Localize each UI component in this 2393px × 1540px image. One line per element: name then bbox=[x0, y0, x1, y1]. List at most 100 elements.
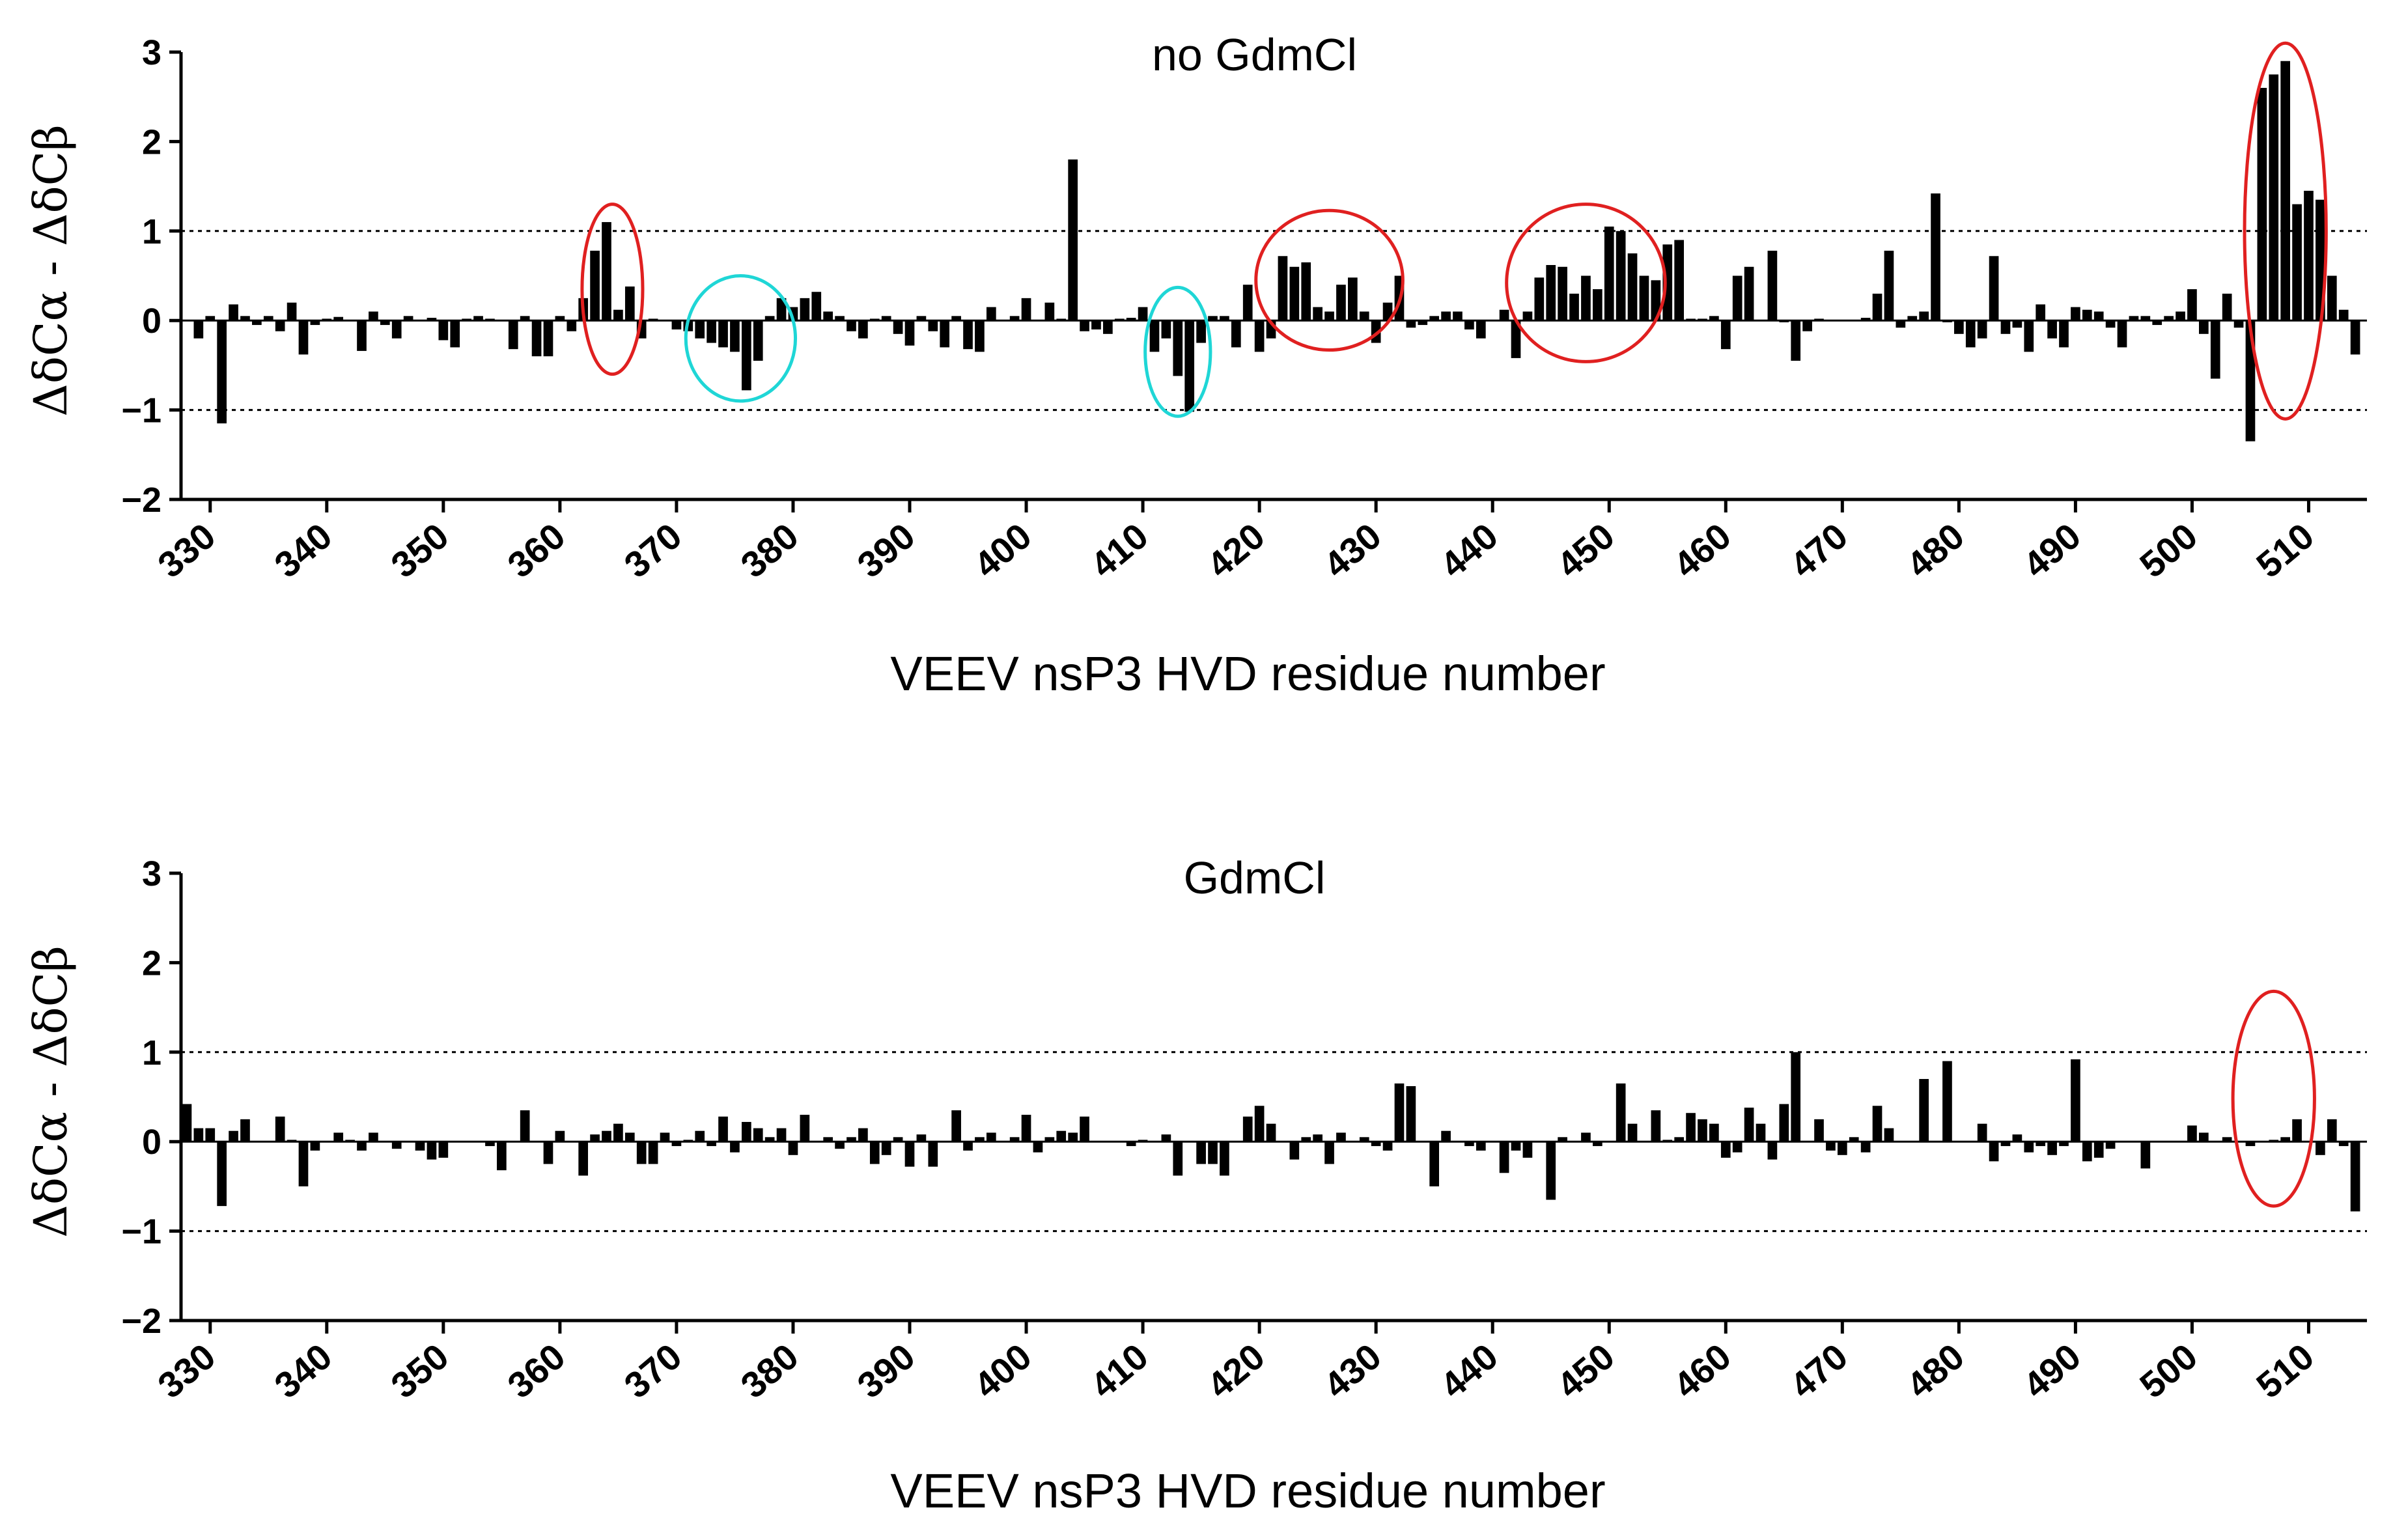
bar-residue-464 bbox=[1767, 251, 1778, 321]
bar-residue-487 bbox=[2036, 1141, 2046, 1147]
ordered-region-421-431-ellipse bbox=[1254, 208, 1405, 352]
x-tick-label: 380 bbox=[733, 1336, 806, 1406]
bar-residue-496 bbox=[2140, 316, 2151, 321]
bar-residue-399 bbox=[1009, 1137, 1020, 1142]
bar-residue-493 bbox=[2105, 320, 2116, 328]
x-tick-label: 440 bbox=[1433, 1336, 1505, 1406]
bar-residue-453 bbox=[1639, 275, 1649, 321]
bar-residue-351 bbox=[450, 320, 460, 348]
bar-residue-415 bbox=[1196, 320, 1206, 343]
bar-residue-503 bbox=[2222, 1137, 2232, 1142]
bar-residue-488 bbox=[2047, 320, 2057, 339]
bar-residue-506 bbox=[2257, 87, 2267, 321]
bar-residue-414 bbox=[1184, 320, 1195, 412]
bar-residue-477 bbox=[1919, 1079, 1929, 1142]
bar-residue-330 bbox=[205, 316, 216, 321]
bar-residue-504 bbox=[2233, 320, 2244, 328]
y-axis-title: ΔδCα - ΔδCβ bbox=[24, 945, 77, 1237]
bar-residue-349 bbox=[427, 1141, 437, 1160]
bar-residue-390 bbox=[904, 1141, 915, 1167]
bar-residue-456 bbox=[1674, 240, 1685, 321]
bar-residue-369 bbox=[660, 1132, 670, 1142]
bar-residue-512 bbox=[2327, 1119, 2337, 1142]
bar-residue-343 bbox=[357, 1141, 367, 1151]
bar-residue-450 bbox=[1604, 226, 1614, 321]
bar-residue-451 bbox=[1616, 231, 1626, 321]
bar-residue-456 bbox=[1674, 1137, 1685, 1142]
x-tick-label: 340 bbox=[266, 1336, 339, 1406]
y-tick-label: 0 bbox=[142, 1123, 161, 1162]
bar-residue-493 bbox=[2105, 1141, 2116, 1149]
bar-residue-510 bbox=[2304, 190, 2314, 321]
x-tick-label: 390 bbox=[850, 1336, 923, 1406]
x-tick-label: 510 bbox=[2248, 515, 2321, 585]
x-tick-label: 440 bbox=[1433, 515, 1505, 585]
bar-residue-486 bbox=[2024, 320, 2034, 352]
y-tick-label: 2 bbox=[142, 122, 161, 161]
bar-residue-391 bbox=[916, 316, 927, 321]
bar-residue-466 bbox=[1791, 1052, 1801, 1142]
bar-residue-363 bbox=[590, 251, 600, 321]
bar-residue-423 bbox=[1289, 266, 1300, 321]
bar-residue-367 bbox=[636, 1141, 647, 1164]
bar-residue-437 bbox=[1453, 311, 1462, 321]
bar-residue-385 bbox=[847, 1137, 856, 1142]
bar-residue-490 bbox=[2071, 307, 2080, 321]
bar-residue-512 bbox=[2327, 275, 2337, 321]
x-tick-label: 370 bbox=[617, 515, 690, 585]
bar-residue-386 bbox=[858, 1128, 868, 1142]
bar-residue-445 bbox=[1546, 1141, 1556, 1200]
bar-residue-491 bbox=[2082, 1141, 2092, 1162]
bar-residue-375 bbox=[730, 320, 740, 352]
x-axis-title: VEEV nsP3 HVD residue number bbox=[890, 1464, 1605, 1518]
ordered-region-363-366-ellipse bbox=[580, 203, 645, 376]
bar-residue-350 bbox=[438, 320, 449, 341]
y-axis-title: ΔδCα - ΔδCβ bbox=[24, 124, 77, 416]
bar-residue-359 bbox=[543, 320, 553, 357]
bar-residue-378 bbox=[764, 316, 775, 321]
bar-residue-426 bbox=[1324, 1141, 1334, 1164]
bar-residue-445 bbox=[1546, 265, 1556, 321]
bar-residue-412 bbox=[1161, 1134, 1171, 1142]
bar-residue-416 bbox=[1208, 316, 1218, 321]
y-tick-label: −1 bbox=[121, 1212, 161, 1252]
panel-title: GdmCl bbox=[1184, 852, 1326, 903]
bar-residue-454 bbox=[1651, 280, 1661, 321]
bar-residue-495 bbox=[2129, 316, 2139, 321]
bar-residue-387 bbox=[869, 1141, 880, 1164]
x-tick-label: 330 bbox=[150, 1336, 223, 1406]
bar-residue-420 bbox=[1254, 320, 1265, 352]
bar-residue-446 bbox=[1558, 1137, 1567, 1142]
bar-residue-468 bbox=[1814, 1119, 1824, 1142]
bar-residue-425 bbox=[1313, 307, 1322, 321]
bar-residue-434 bbox=[1418, 320, 1428, 326]
bar-residue-508 bbox=[2280, 1137, 2291, 1142]
bar-residue-422 bbox=[1278, 256, 1288, 321]
bar-residue-372 bbox=[695, 320, 705, 339]
bar-residue-448 bbox=[1581, 275, 1591, 321]
x-tick-label: 410 bbox=[1083, 515, 1156, 585]
bar-residue-353 bbox=[473, 316, 483, 321]
bar-residue-386 bbox=[858, 320, 868, 339]
bar-residue-400 bbox=[1021, 1114, 1031, 1142]
bar-residue-329 bbox=[193, 1128, 204, 1142]
bar-residue-370 bbox=[671, 320, 682, 329]
bar-residue-436 bbox=[1441, 311, 1451, 321]
bar-residue-381 bbox=[800, 298, 810, 321]
bar-residue-499 bbox=[2176, 311, 2185, 321]
bar-residue-400 bbox=[1021, 298, 1031, 321]
bar-residue-471 bbox=[1849, 1137, 1859, 1142]
bar-residue-397 bbox=[986, 307, 996, 321]
bar-residue-470 bbox=[1837, 1141, 1847, 1155]
bar-residue-350 bbox=[438, 1141, 449, 1158]
bar-residue-392 bbox=[928, 1141, 938, 1167]
bar-residue-392 bbox=[928, 320, 938, 331]
bar-residue-459 bbox=[1709, 1123, 1719, 1142]
bar-residue-511 bbox=[2316, 1141, 2325, 1155]
bar-residue-494 bbox=[2117, 320, 2127, 348]
bar-residue-417 bbox=[1220, 1141, 1229, 1176]
bar-residue-388 bbox=[881, 1141, 891, 1155]
bar-residue-474 bbox=[1884, 251, 1894, 321]
bar-residue-465 bbox=[1779, 1104, 1789, 1142]
